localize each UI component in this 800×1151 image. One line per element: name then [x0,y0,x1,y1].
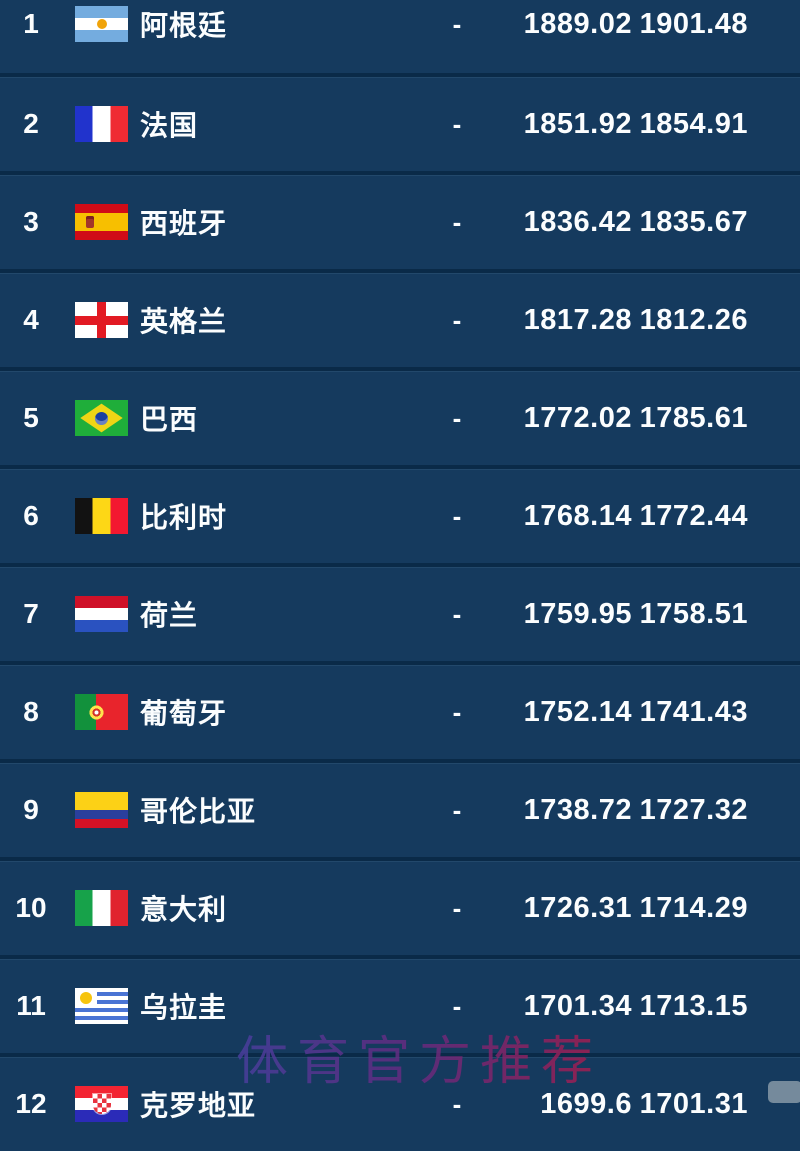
team-name: 意大利 [140,894,228,925]
points-previous: 1701.31 [639,1087,748,1120]
netherlands-flag-icon [75,596,128,632]
table-row[interactable]: 2 法国 - 1851.92 1854.91 [0,73,800,171]
points-current: 1836.42 [523,205,632,238]
team-name: 荷兰 [140,600,199,631]
points-current: 1768.14 [523,499,632,532]
rank-cell: 4 [23,304,39,335]
points-previous: 1772.44 [639,499,748,532]
points-current: 1772.02 [523,401,632,434]
croatia-flag-icon [75,1086,128,1122]
rank-cell: 12 [15,1088,47,1119]
points-previous: 1714.29 [639,891,748,924]
table-row[interactable]: 6 比利时 - 1768.14 1772.44 [0,465,800,563]
rank-change: - [452,108,462,139]
spain-flag-icon [75,204,128,240]
rank-change: - [452,8,462,39]
points-previous: 1741.43 [639,695,748,728]
rank-change: - [452,892,462,923]
team-name: 克罗地亚 [140,1090,257,1121]
team-name: 西班牙 [140,208,228,239]
team-name: 比利时 [140,502,228,533]
table-row[interactable]: 3 西班牙 - 1836.42 1835.67 [0,171,800,269]
team-name: 阿根廷 [140,10,228,41]
brazil-flag-icon [75,400,128,436]
rank-change: - [452,1088,462,1119]
points-previous: 1713.15 [639,989,748,1022]
belgium-flag-icon [75,498,128,534]
rank-change: - [452,304,462,335]
rank-cell: 7 [23,598,39,629]
points-current: 1738.72 [523,793,632,826]
points-previous: 1727.32 [639,793,748,826]
team-name: 葡萄牙 [140,698,228,729]
rank-change: - [452,696,462,727]
points-previous: 1812.26 [639,303,748,336]
rank-cell: 3 [23,206,39,237]
table-row[interactable]: 4 英格兰 - 1817.28 1812.26 [0,269,800,367]
points-previous: 1901.48 [639,7,748,40]
table-row[interactable]: 12 克罗地亚 - 1699.6 1701.31 [0,1053,800,1151]
rank-cell: 6 [23,500,39,531]
france-flag-icon [75,106,128,142]
rank-change: - [452,206,462,237]
portugal-flag-icon [75,694,128,730]
points-current: 1726.31 [523,891,632,924]
team-name: 巴西 [140,404,199,435]
points-previous: 1758.51 [639,597,748,630]
england-flag-icon [75,302,128,338]
table-row[interactable]: 5 巴西 - 1772.02 1785.61 [0,367,800,465]
uruguay-flag-icon [75,988,128,1024]
table-row[interactable]: 11 乌拉圭 - 1701.34 1713.15 [0,955,800,1053]
rank-change: - [452,598,462,629]
table-row[interactable]: 10 意大利 - 1726.31 1714.29 [0,857,800,955]
points-previous: 1785.61 [639,401,748,434]
rank-cell: 10 [15,892,47,923]
rank-change: - [452,402,462,433]
points-current: 1701.34 [523,989,632,1022]
rank-cell: 5 [23,402,39,433]
team-name: 哥伦比亚 [140,796,257,827]
table-row[interactable]: 1 阿根廷 - 1889.02 1901.48 [0,0,800,73]
rank-cell: 2 [23,108,39,139]
rank-cell: 9 [23,794,39,825]
rank-change: - [452,990,462,1021]
points-previous: 1854.91 [639,107,748,140]
rank-change: - [452,500,462,531]
corner-floating-button[interactable] [768,1081,800,1103]
table-row[interactable]: 9 哥伦比亚 - 1738.72 1727.32 [0,759,800,857]
italy-flag-icon [75,890,128,926]
team-name: 法国 [140,110,199,141]
rank-cell: 1 [23,8,39,39]
points-previous: 1835.67 [639,205,748,238]
points-current: 1759.95 [523,597,632,630]
table-row[interactable]: 7 荷兰 - 1759.95 1758.51 [0,563,800,661]
points-current: 1889.02 [523,7,632,40]
points-current: 1851.92 [523,107,632,140]
colombia-flag-icon [75,792,128,828]
rank-change: - [452,794,462,825]
points-current: 1699.6 [540,1087,632,1120]
team-name: 乌拉圭 [140,992,228,1023]
rank-cell: 11 [16,990,46,1021]
points-current: 1817.28 [523,303,632,336]
points-current: 1752.14 [523,695,632,728]
argentina-flag-icon [75,6,128,42]
table-row[interactable]: 8 葡萄牙 - 1752.14 1741.43 [0,661,800,759]
rank-cell: 8 [23,696,39,727]
team-name: 英格兰 [140,306,228,337]
